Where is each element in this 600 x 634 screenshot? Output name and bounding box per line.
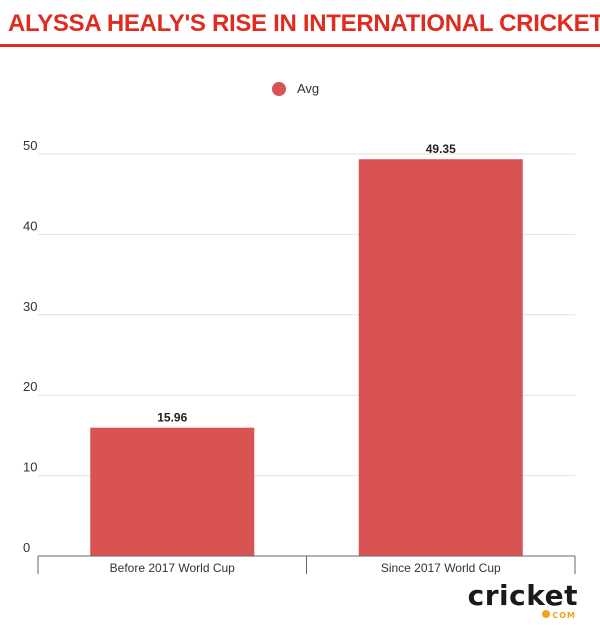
data-label-0: 15.96 (157, 411, 187, 425)
chart-title: ALYSSA HEALY'S RISE IN INTERNATIONAL CRI… (8, 10, 600, 37)
title-underline (0, 44, 600, 47)
legend-marker (272, 82, 286, 96)
y-tick-label-40: 40 (23, 218, 37, 233)
logo-wordmark: cricket (467, 579, 578, 612)
y-tick-label-0: 0 (23, 540, 30, 555)
logo-ball-icon (542, 610, 551, 618)
y-tick-label-50: 50 (23, 138, 37, 153)
x-tick-label-1: Since 2017 World Cup (381, 561, 501, 575)
bar-chart: 0 10 20 30 40 50 Avg 15.96 Before 2017 World Cup… (23, 81, 576, 575)
y-tick-label-20: 20 (23, 379, 37, 394)
legend-label: Avg (297, 81, 319, 96)
bar-0 (90, 427, 255, 556)
data-label-1: 49.35 (426, 142, 456, 156)
cricket-com-logo: cricket COM (467, 579, 578, 621)
x-tick-label-0: Before 2017 World Cup (110, 561, 236, 575)
bar-1 (358, 159, 523, 556)
y-tick-label-10: 10 (23, 460, 37, 475)
y-tick-label-30: 30 (23, 299, 37, 314)
logo-subtext: COM (468, 610, 576, 620)
